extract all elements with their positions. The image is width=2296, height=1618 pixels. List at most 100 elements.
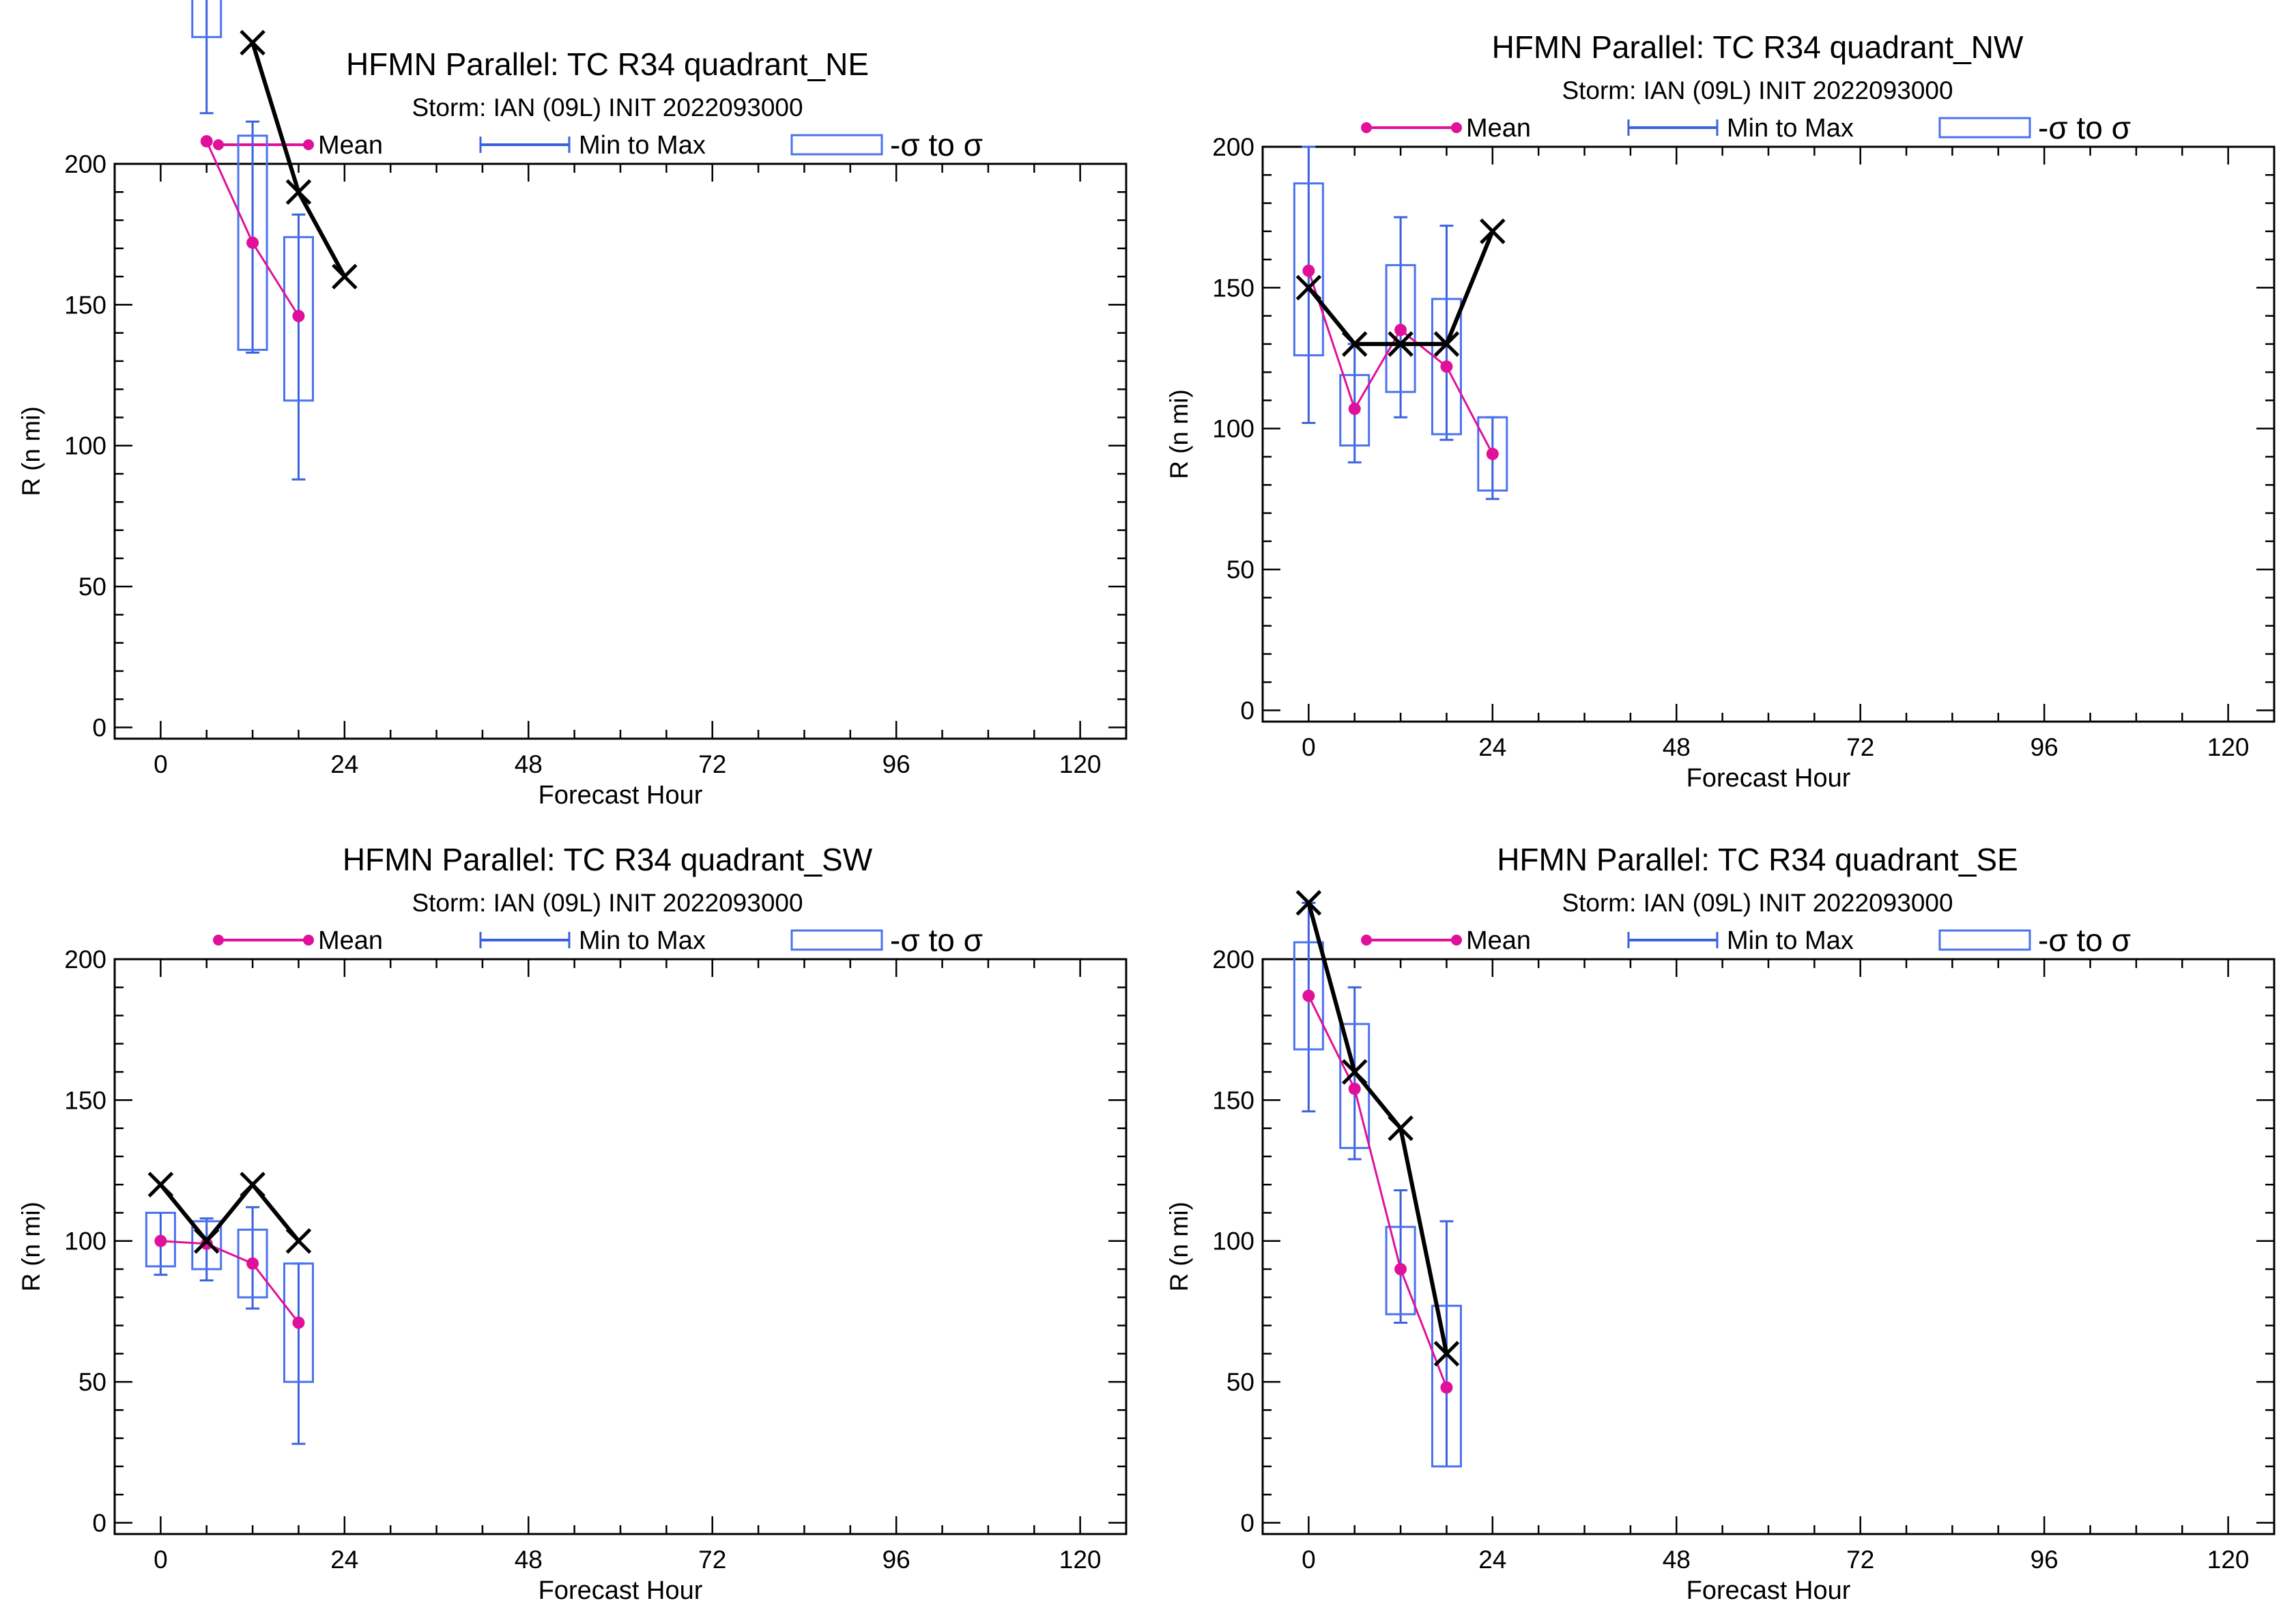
- observed-marker: [1341, 331, 1368, 357]
- x-tick-label: 0: [154, 750, 168, 778]
- observed-marker: [240, 29, 266, 56]
- x-tick-label: 48: [1663, 733, 1691, 761]
- sigma-box: [237, 1228, 268, 1298]
- x-tick-label: 120: [2207, 733, 2250, 761]
- observed-marker-stroke: [193, 1227, 220, 1254]
- y-tick-label: 100: [64, 1227, 106, 1255]
- observed-marker-stroke: [1480, 218, 1506, 244]
- y-tick-label: 0: [92, 713, 106, 741]
- x-tick-label: 24: [1478, 733, 1506, 761]
- observed-marker: [1388, 1115, 1414, 1141]
- y-tick-label: 200: [64, 946, 106, 974]
- y-tick-label: 200: [64, 150, 106, 178]
- observed-marker-stroke: [1433, 1341, 1460, 1367]
- chart-title: HFMN Parallel: TC R34 quadrant_NW: [1492, 29, 2024, 65]
- x-tick-label: 120: [1059, 750, 1102, 778]
- observed-marker: [285, 1227, 312, 1254]
- observed-line: [1306, 902, 1449, 1354]
- x-tick-label: 96: [882, 750, 910, 778]
- mean-marker: [1302, 989, 1315, 1002]
- mean-marker: [1394, 324, 1407, 337]
- mean-line: [160, 1240, 300, 1324]
- chart-title: HFMN Parallel: TC R34 quadrant_SE: [1497, 842, 2018, 877]
- y-tick-label: 150: [1212, 274, 1254, 302]
- legend-sigma-label: -σ to σ: [890, 922, 983, 958]
- observed-line: [159, 1181, 300, 1245]
- x-axis-label: Forecast Hour: [539, 1576, 703, 1605]
- y-axis-label: R (n mi): [1165, 1202, 1193, 1292]
- x-tick-label: 48: [515, 1546, 543, 1574]
- y-axis-label: R (n mi): [17, 1202, 45, 1292]
- sigma-box: [1385, 1225, 1416, 1316]
- observed-marker-stroke: [240, 29, 266, 56]
- mean-marker: [246, 1257, 259, 1270]
- sigma-box: [1339, 1023, 1371, 1150]
- legend-sigma-box: [1938, 929, 2031, 951]
- y-tick-label: 100: [1212, 1227, 1254, 1255]
- legend-mean-marker: [213, 139, 224, 150]
- sigma-box: [1431, 298, 1462, 436]
- legend-mean-marker: [303, 139, 314, 150]
- sigma-box: [1431, 1305, 1462, 1468]
- chart-panel-sw: HFMN Parallel: TC R34 quadrant_SW Storm: …: [17, 842, 1128, 1605]
- plot-area: [191, 0, 358, 481]
- observed-marker: [1433, 1341, 1460, 1367]
- plot-area: [1293, 890, 1462, 1468]
- plot-frame: [1261, 145, 2276, 723]
- sigma-box: [191, 1220, 223, 1271]
- mean-marker: [292, 309, 305, 322]
- chart-subtitle: Storm: IAN (09L) INIT 2022093000: [1562, 889, 1953, 917]
- y-axis-label: R (n mi): [17, 406, 45, 496]
- observed-marker-stroke: [1341, 1059, 1368, 1085]
- mean-marker: [1348, 402, 1361, 415]
- x-tick-label: 48: [1663, 1546, 1691, 1574]
- y-tick-label: 100: [64, 432, 106, 460]
- x-axis-label: Forecast Hour: [539, 781, 703, 810]
- sigma-box: [1293, 941, 1324, 1051]
- x-tick-label: 48: [515, 750, 543, 778]
- y-tick-label: 150: [1212, 1086, 1254, 1114]
- legend-mean-marker: [1361, 122, 1372, 133]
- mean-marker: [1440, 360, 1453, 373]
- chart-subtitle: Storm: IAN (09L) INIT 2022093000: [412, 889, 803, 917]
- legend: Mean Min to Max -σ to σ: [1361, 922, 2131, 958]
- x-axis-label: Forecast Hour: [1687, 764, 1851, 793]
- legend: Mean Min to Max -σ to σ: [1361, 110, 2131, 145]
- observed-marker: [1295, 890, 1322, 916]
- mean-marker: [1394, 1263, 1407, 1276]
- legend-mean-marker: [1451, 935, 1462, 946]
- sigma-box: [1339, 373, 1371, 447]
- observed-marker-stroke: [285, 179, 312, 205]
- legend-mean-marker: [303, 935, 314, 946]
- x-tick-label: 24: [330, 750, 358, 778]
- sigma-box: [1477, 416, 1508, 492]
- x-axis-label: Forecast Hour: [1687, 1576, 1851, 1605]
- observed-marker-stroke: [147, 1172, 174, 1197]
- observed-marker: [332, 264, 358, 289]
- mean-marker: [154, 1234, 167, 1247]
- y-tick-label: 50: [1226, 1368, 1254, 1396]
- plot-area: [1293, 145, 1508, 500]
- legend-mean-marker: [1451, 122, 1462, 133]
- x-tick-label: 72: [1846, 1546, 1874, 1574]
- observed-marker: [285, 179, 312, 205]
- x-tick-label: 24: [1478, 1546, 1506, 1574]
- mean-marker: [1302, 264, 1315, 277]
- sigma-box: [1293, 182, 1324, 356]
- mean-marker: [200, 134, 213, 147]
- observed-marker-stroke: [1433, 331, 1460, 357]
- y-tick-label: 50: [78, 1368, 106, 1396]
- chart-title: HFMN Parallel: TC R34 quadrant_NE: [346, 46, 869, 82]
- legend-minmax-label: Min to Max: [1727, 926, 1854, 955]
- mean-marker: [246, 236, 259, 249]
- mean-marker: [1486, 447, 1499, 460]
- sigma-box: [1385, 264, 1416, 393]
- chart-panel-nw: HFMN Parallel: TC R34 quadrant_NW Storm: …: [1165, 29, 2276, 793]
- legend-mean-marker: [1361, 935, 1372, 946]
- observed-marker: [193, 1227, 220, 1254]
- y-tick-label: 100: [1212, 415, 1254, 443]
- sigma-box: [145, 1211, 176, 1268]
- legend: Mean Min to Max -σ to σ: [213, 922, 983, 958]
- chart-panel-ne: HFMN Parallel: TC R34 quadrant_NE Storm: …: [17, 0, 1128, 810]
